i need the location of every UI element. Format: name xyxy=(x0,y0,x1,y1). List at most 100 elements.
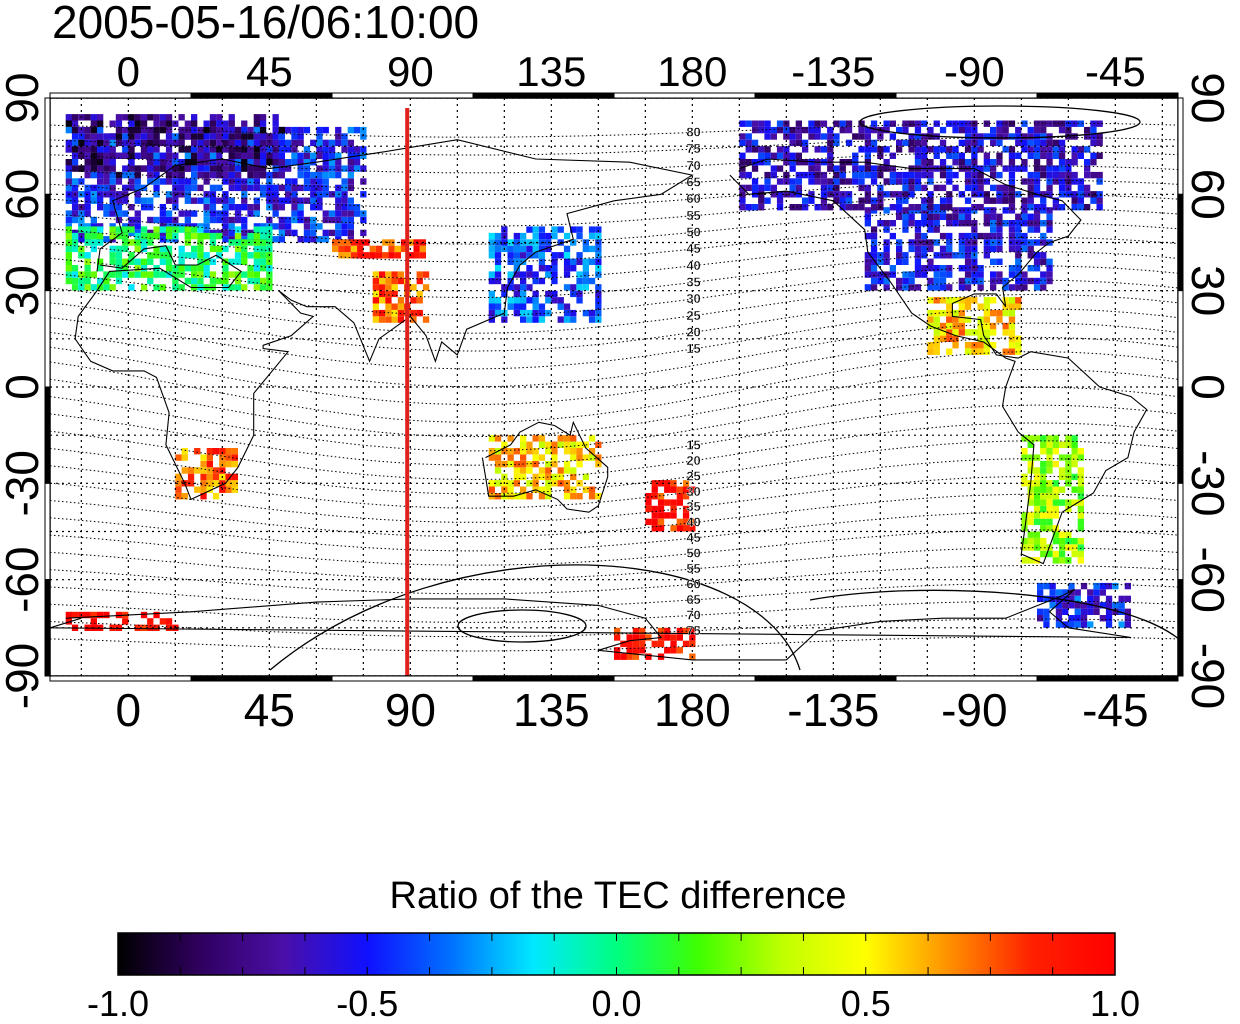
tec-cell xyxy=(128,126,135,134)
tec-cell xyxy=(253,171,260,179)
tec-cell xyxy=(1058,537,1066,545)
tec-cell xyxy=(770,126,777,134)
tec-cell xyxy=(1077,550,1084,558)
tec-cell xyxy=(563,435,571,442)
tec-cell xyxy=(964,284,972,291)
tec-cell xyxy=(595,271,602,278)
tec-cell xyxy=(253,133,260,140)
tec-cell xyxy=(90,159,97,166)
tec-cell xyxy=(883,178,890,185)
tec-cell xyxy=(958,207,965,214)
tec-cell xyxy=(291,204,298,211)
tec-cell xyxy=(391,303,398,310)
tec-cell xyxy=(97,226,104,233)
tec-cell xyxy=(827,133,834,140)
tec-cell xyxy=(222,216,229,224)
tec-cell xyxy=(639,647,646,654)
tec-cell xyxy=(234,204,242,211)
tec-cell xyxy=(347,204,354,211)
tec-cell xyxy=(115,126,123,134)
tec-cell xyxy=(971,152,978,159)
tec-cell xyxy=(222,236,229,243)
tec-cell xyxy=(159,618,166,625)
tec-cell xyxy=(172,165,179,172)
tec-cell xyxy=(1027,171,1034,179)
tec-cell xyxy=(996,213,1003,220)
tec-cell xyxy=(172,133,179,140)
tec-cell xyxy=(1077,499,1084,506)
tec-cell xyxy=(983,165,990,172)
tec-cell xyxy=(764,152,771,159)
tec-cell xyxy=(350,239,358,246)
tec-cell xyxy=(335,165,342,172)
tec-cell xyxy=(1087,589,1094,596)
tec-cell xyxy=(570,258,577,265)
tec-cell xyxy=(858,197,865,204)
tec-cell xyxy=(1040,486,1047,493)
tec-cell xyxy=(316,178,323,185)
tec-cell xyxy=(1058,467,1066,474)
tec-cell xyxy=(1046,518,1053,526)
tec-cell xyxy=(65,178,72,185)
tec-cell xyxy=(216,126,223,134)
tec-cell xyxy=(1058,146,1066,153)
tec-cell xyxy=(1071,178,1078,185)
tec-cell xyxy=(272,133,279,140)
tec-cell xyxy=(197,271,204,278)
tec-cell xyxy=(526,265,533,272)
tec-cell xyxy=(278,139,285,147)
tec-cell xyxy=(939,284,947,291)
tec-cell xyxy=(209,277,217,285)
tec-cell xyxy=(241,159,248,166)
tec-cell xyxy=(996,120,1003,127)
magnetic-latitude-label-south: 25 xyxy=(686,468,700,483)
tec-cell xyxy=(494,258,502,265)
tec-cell xyxy=(1027,197,1034,204)
tec-cell xyxy=(1077,184,1084,192)
tec-cell xyxy=(335,197,342,204)
magnetic-latitude-contour xyxy=(50,265,1178,316)
tec-cell xyxy=(958,252,965,259)
tec-cell xyxy=(1084,171,1091,179)
tec-cell xyxy=(820,191,828,198)
tec-cell xyxy=(946,297,953,304)
tec-cell xyxy=(1015,265,1022,272)
tec-cell xyxy=(1046,120,1053,127)
tec-cell xyxy=(739,152,746,159)
tec-cell xyxy=(632,634,640,641)
tec-cell xyxy=(247,265,254,272)
tec-cell xyxy=(391,284,398,291)
tec-cell xyxy=(84,226,91,233)
tec-cell xyxy=(109,226,116,233)
tec-cell xyxy=(870,284,878,291)
tec-cell xyxy=(109,271,116,278)
tec-cell xyxy=(285,197,292,204)
tec-cell xyxy=(1058,531,1066,538)
tec-cell xyxy=(203,159,210,166)
tec-cell xyxy=(833,171,840,179)
tec-cell xyxy=(952,309,959,317)
tec-cell xyxy=(939,184,947,192)
tec-cell xyxy=(507,448,514,455)
tec-cell xyxy=(222,139,229,147)
tec-cell xyxy=(78,277,85,285)
tec-cell xyxy=(400,245,408,253)
tec-cell xyxy=(1105,602,1113,609)
tec-cell xyxy=(285,229,292,237)
tec-cell xyxy=(1090,120,1097,127)
tec-cell xyxy=(526,245,533,253)
tec-cell xyxy=(783,171,790,179)
tec-cell xyxy=(335,126,342,134)
tec-cell xyxy=(977,303,984,310)
tec-cell xyxy=(159,226,166,233)
tec-cell xyxy=(902,252,909,259)
tec-cell xyxy=(291,184,298,192)
tec-cell xyxy=(1027,499,1034,506)
tec-cell xyxy=(303,197,311,204)
tec-cell xyxy=(927,213,934,220)
tec-cell xyxy=(253,245,260,253)
tec-cell xyxy=(551,258,558,265)
tec-cell xyxy=(676,486,683,493)
tec-cell xyxy=(1015,139,1022,147)
tec-cell xyxy=(827,178,834,185)
